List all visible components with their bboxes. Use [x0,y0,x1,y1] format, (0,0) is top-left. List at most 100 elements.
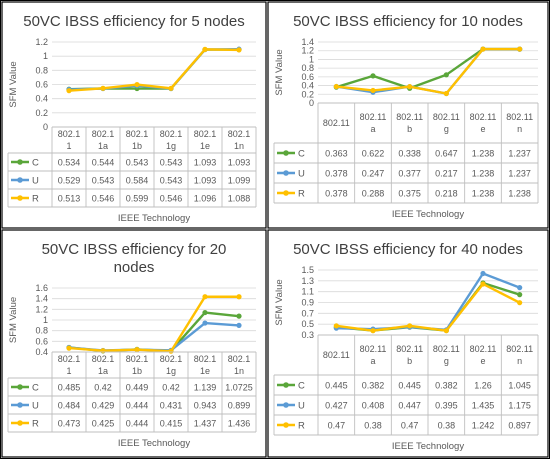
data-point-U [236,322,242,328]
x-tick-label: 802.1 [228,354,251,364]
data-label: 0.38 [438,421,456,431]
legend-label: U [298,169,305,180]
y-tick-label: 1.5 [301,265,314,275]
data-point-R [134,347,140,353]
legend-label: R [298,421,305,432]
x-tick-label: 1e [200,366,210,376]
legend-marker-U [283,170,289,176]
data-label: 1.436 [228,419,251,429]
x-tick-label: 802.1 [58,354,81,364]
legend-marker-R [283,422,289,428]
legend-marker-C [17,159,23,165]
y-tick-label: 0.4 [301,81,314,91]
y-tick-label: 0.9 [301,298,314,308]
data-label: 0.599 [126,194,149,204]
data-label: 1.26 [474,381,492,391]
y-tick-label: 1 [309,54,314,64]
data-label: 0.543 [92,176,115,186]
data-point-R [370,328,376,334]
y-tick-label: 0.4 [35,94,48,104]
data-point-R [100,348,106,354]
y-tick-label: 0.8 [35,65,48,75]
data-point-R [202,46,208,52]
data-point-C [236,313,242,319]
x-tick-label: 802.11 [433,112,460,122]
data-label: 0.897 [508,421,531,431]
data-point-R [236,47,242,53]
chart-panel-3: 50VC IBSS efficiency for 20 nodes0.40.60.… [1,229,267,458]
x-tick-label: e [480,124,485,134]
data-label: 0.382 [435,381,458,391]
x-tick-label: a [370,124,375,134]
x-tick-label: 802.11 [360,112,387,122]
chart-title: 50VC IBSS efficiency for 5 nodes [23,13,245,30]
x-tick-label: 802.11 [506,344,533,354]
data-point-R [480,281,486,287]
chart-title-line: 50VC IBSS efficiency for 20 [42,241,227,258]
y-tick-label: 1.4 [301,37,314,47]
data-label: 0.247 [362,169,385,179]
x-axis-label: IEEE Technology [392,441,464,452]
x-tick-label: g [444,124,449,134]
y-tick-label: 0.8 [301,63,314,73]
data-label: 0.484 [58,401,81,411]
data-label: 0.38 [364,421,382,431]
data-label: 0.544 [92,158,115,168]
x-tick-label: 802.1 [194,354,217,364]
x-tick-label: 1b [132,366,142,376]
x-tick-label: 1 [66,366,71,376]
data-label: 0.543 [160,158,183,168]
legend-marker-R [17,420,23,426]
data-label: 0.429 [92,401,115,411]
series-line-R [68,295,240,353]
data-label: 0.444 [126,419,149,429]
series-line-R [336,282,521,332]
legend-marker-C [283,382,289,388]
y-tick-label: 1.3 [301,276,314,286]
y-tick-label: 0.6 [301,72,314,82]
y-tick-label: 0.3 [301,330,314,340]
data-point-R [100,85,106,91]
data-label: 0.543 [126,158,149,168]
x-tick-label: 802.11 [360,344,387,354]
y-axis-label: SFM Value [274,279,285,325]
x-axis-label: IEEE Technology [118,438,190,449]
data-label: 0.427 [325,401,348,411]
legend-marker-R [17,195,23,201]
data-label: 1.437 [194,419,217,429]
x-tick-label: 1b [132,141,142,151]
x-tick-label: 802.1 [58,129,81,139]
legend-label: C [298,381,305,392]
data-point-R [202,294,208,300]
data-label: 1.088 [228,194,251,204]
chart-title-line: nodes [114,259,155,276]
data-point-R [333,83,339,90]
data-label: 1.237 [508,169,531,179]
data-label: 0.415 [160,419,183,429]
data-label: 1.238 [472,149,495,159]
y-tick-label: 1.2 [35,304,48,314]
data-label: 1.242 [472,421,495,431]
data-label: 0.363 [325,149,348,159]
x-tick-label: 1a [98,366,108,376]
data-label: 0.529 [58,176,81,186]
legend-marker-U [17,177,23,183]
y-tick-label: 1.6 [35,283,48,293]
data-point-U [202,320,208,326]
data-label: 1.045 [508,381,531,391]
x-tick-label: a [370,356,375,366]
y-tick-label: 0.2 [35,108,48,118]
data-label: 1.093 [228,158,251,168]
data-label: 0.375 [398,189,421,199]
legend-marker-C [17,384,23,390]
x-tick-label: 802.1 [126,354,149,364]
x-tick-label: 802.11 [323,350,350,360]
data-label: 0.338 [398,149,421,159]
data-point-R [443,328,449,334]
data-label: 0.543 [160,176,183,186]
x-tick-label: 802.1 [228,129,251,139]
data-label: 0.431 [160,401,183,411]
x-tick-label: 802.11 [470,344,497,354]
y-tick-label: 0.6 [35,80,48,90]
y-tick-label: 1.2 [301,46,314,56]
